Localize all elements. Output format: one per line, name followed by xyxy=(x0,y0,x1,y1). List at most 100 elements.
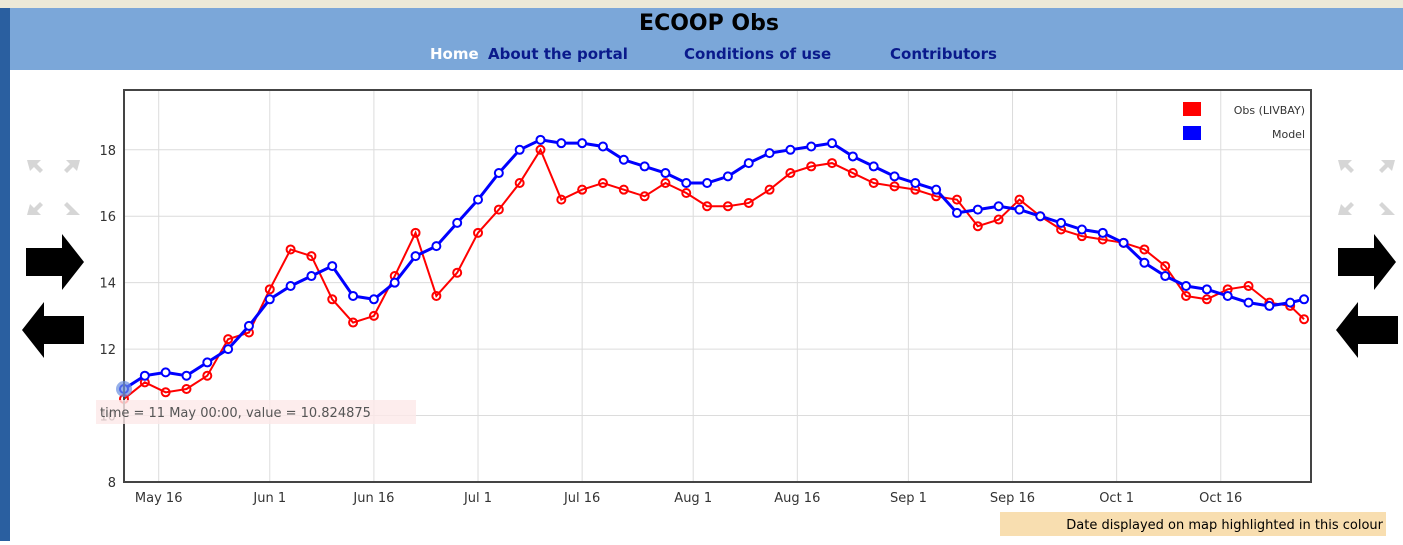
data-point xyxy=(535,134,546,145)
data-point xyxy=(889,171,900,182)
data-point xyxy=(1243,297,1254,308)
x-tick-label: Aug 1 xyxy=(674,491,712,506)
data-point xyxy=(660,178,671,189)
data-point xyxy=(306,251,317,262)
data-point xyxy=(681,187,692,198)
data-point xyxy=(681,178,692,189)
data-point xyxy=(493,168,504,179)
data-point xyxy=(389,277,400,288)
x-tick-label: May 16 xyxy=(135,491,183,506)
data-point xyxy=(972,221,983,232)
next-arrow[interactable] xyxy=(26,234,84,290)
x-tick-label: Jul 1 xyxy=(463,491,492,506)
window-edge xyxy=(0,0,1403,8)
data-point xyxy=(639,161,650,172)
page-title: ECOOP Obs xyxy=(639,11,779,36)
note-box xyxy=(1000,512,1386,536)
data-point xyxy=(1139,257,1150,268)
left-strip xyxy=(0,8,10,541)
data-point xyxy=(1243,281,1254,291)
data-point xyxy=(639,191,650,202)
prev-arrow[interactable] xyxy=(1336,302,1398,358)
data-point xyxy=(535,144,546,155)
data-point xyxy=(785,168,796,179)
data-point xyxy=(931,184,942,195)
data-point xyxy=(743,158,754,169)
data-point xyxy=(1264,300,1275,311)
data-point xyxy=(139,370,150,381)
data-point xyxy=(722,171,733,182)
series-line xyxy=(123,147,1305,400)
data-point xyxy=(348,317,359,328)
y-tick-label: 18 xyxy=(99,144,116,159)
data-point xyxy=(431,241,442,252)
nav-link[interactable]: Conditions of use xyxy=(684,45,831,63)
data-point xyxy=(1181,281,1192,291)
data-point xyxy=(181,370,192,381)
data-point xyxy=(327,261,338,272)
data-point xyxy=(514,144,525,155)
data-point xyxy=(1299,294,1310,305)
data-point xyxy=(285,281,296,291)
data-point xyxy=(764,184,775,195)
prev-arrow[interactable] xyxy=(22,302,84,358)
x-tick-label: Jul 16 xyxy=(563,491,600,506)
data-point xyxy=(951,207,962,218)
legend-label: Model xyxy=(1272,128,1305,141)
data-point xyxy=(1014,194,1025,205)
x-tick-label: Jun 1 xyxy=(252,491,286,506)
data-point xyxy=(1222,290,1233,301)
data-point xyxy=(702,201,713,212)
data-point xyxy=(951,194,962,205)
data-point xyxy=(1201,294,1212,305)
data-point xyxy=(1160,261,1171,272)
next-arrow[interactable] xyxy=(1338,234,1396,290)
data-point xyxy=(556,138,567,149)
nav-link[interactable]: Home xyxy=(430,45,479,63)
legend-swatch xyxy=(1183,102,1201,116)
data-point xyxy=(452,217,463,228)
data-point xyxy=(577,184,588,195)
data-point xyxy=(181,383,192,394)
x-tick-label: Sep 1 xyxy=(890,491,927,506)
data-point xyxy=(827,138,838,149)
data-point xyxy=(618,184,629,195)
data-point xyxy=(223,344,234,355)
data-point xyxy=(743,197,754,208)
data-point xyxy=(785,144,796,155)
data-point xyxy=(202,357,213,368)
expand-icon[interactable] xyxy=(27,160,80,215)
data-point xyxy=(972,204,983,215)
data-point xyxy=(1097,227,1108,238)
data-point xyxy=(993,214,1004,225)
data-point xyxy=(1076,224,1087,235)
header-band xyxy=(10,8,1403,70)
data-point xyxy=(348,290,359,301)
data-point xyxy=(868,161,879,172)
x-tick-label: Oct 16 xyxy=(1199,491,1242,506)
note: Date displayed on map highlighted in thi… xyxy=(1066,518,1383,533)
nav-link[interactable]: About the portal xyxy=(488,45,628,63)
data-point xyxy=(868,178,879,189)
data-point xyxy=(473,227,484,238)
data-point xyxy=(410,227,421,238)
data-point xyxy=(597,178,608,189)
data-point xyxy=(889,181,900,192)
data-point xyxy=(847,151,858,162)
data-point xyxy=(556,194,567,205)
nav-link[interactable]: Contributors xyxy=(890,45,997,63)
data-point xyxy=(702,178,713,189)
data-point xyxy=(847,168,858,179)
legend-swatch xyxy=(1183,126,1201,140)
y-tick-label: 12 xyxy=(99,343,116,358)
data-point xyxy=(577,138,588,149)
data-point xyxy=(368,294,379,305)
y-tick-label: 14 xyxy=(99,277,116,292)
data-point xyxy=(1181,290,1192,301)
expand-icon[interactable] xyxy=(1338,160,1395,215)
data-point xyxy=(306,271,317,282)
data-point xyxy=(806,161,817,172)
